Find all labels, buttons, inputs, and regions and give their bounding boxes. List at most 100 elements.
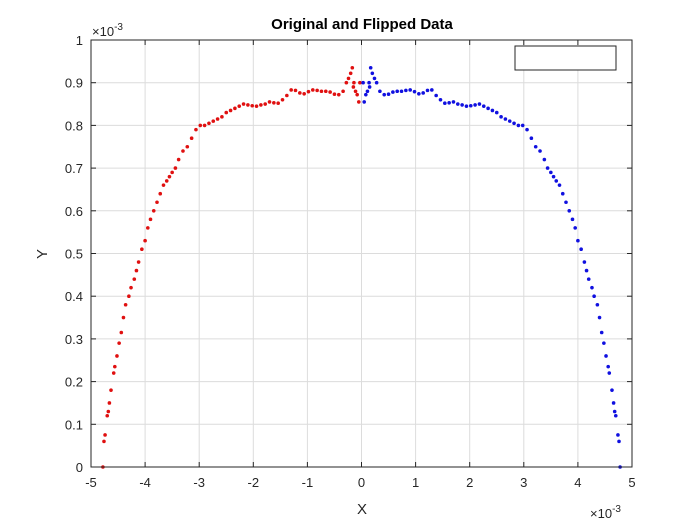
original-data-point	[344, 80, 349, 85]
original-data-point	[167, 174, 172, 179]
flipped-data-point	[473, 103, 477, 107]
original-data-point	[151, 209, 156, 213]
original-data-point	[250, 103, 255, 108]
flipped-data-point	[468, 103, 473, 108]
flipped-data-point	[365, 89, 370, 94]
original-data-point	[285, 93, 289, 98]
original-data-point	[198, 123, 203, 128]
original-data-point	[117, 341, 121, 345]
x-tick-label: -4	[139, 475, 151, 490]
original-data-point	[356, 100, 361, 104]
original-data-point	[346, 76, 351, 81]
flipped-data-point	[576, 238, 580, 243]
flipped-data-point	[455, 102, 460, 106]
original-data-point	[215, 117, 220, 121]
original-data-point	[194, 127, 198, 132]
y-tick-label: 0.5	[65, 247, 83, 262]
x-tick-label: 2	[466, 475, 473, 490]
flipped-data-point	[399, 89, 404, 94]
flipped-data-point	[616, 433, 620, 437]
flipped-data-point	[408, 88, 412, 92]
y-tick-label: 0.2	[65, 375, 83, 390]
flipped-data-point	[503, 117, 508, 121]
x-tick-label: -2	[248, 475, 260, 490]
original-data-point	[136, 260, 141, 264]
legend-box	[514, 45, 617, 71]
original-data-point	[220, 115, 224, 119]
x-tick-label: -1	[302, 475, 314, 490]
flipped-data-point	[584, 268, 589, 273]
x-tick-label: 0	[358, 475, 365, 490]
flipped-data-point	[362, 100, 367, 104]
original-data-point	[173, 166, 178, 170]
flipped-data-point	[451, 100, 456, 104]
original-data-point	[143, 238, 147, 243]
flipped-data-point	[567, 209, 572, 213]
flipped-data-point	[579, 247, 583, 252]
x-tick-label: 5	[628, 475, 635, 490]
original-data-point	[189, 136, 194, 141]
flipped-data-point	[443, 101, 447, 105]
original-data-point	[348, 71, 353, 76]
flipped-data-point	[486, 106, 490, 111]
original-data-point	[127, 294, 131, 299]
original-data-point	[306, 89, 311, 94]
flipped-data-point	[525, 127, 529, 132]
y-tick-label: 0	[76, 460, 83, 475]
original-data-point	[105, 413, 110, 418]
tick-labels: -5 -4 -3 -2 -1 0 1 2 3 4 5 0 0.1 0.2 0.3 0.4 0.5 0.6 0.7 0.…	[65, 33, 636, 490]
original-data-point	[121, 315, 126, 320]
flipped-data-point	[551, 174, 556, 179]
flipped-data-point	[595, 302, 600, 307]
original-data-point	[109, 388, 113, 392]
original-data-point	[119, 330, 124, 335]
original-data-point	[129, 285, 133, 290]
flipped-data-point	[364, 92, 368, 97]
original-data-point	[170, 170, 174, 175]
y-tick-label: 0.7	[65, 161, 83, 176]
flipped-data-point	[610, 388, 614, 392]
flipped-data-point	[391, 90, 395, 94]
original-data-point	[185, 144, 190, 149]
flipped-data-point	[490, 108, 495, 113]
flipped-data-point	[378, 89, 382, 94]
flipped-data-point	[597, 315, 602, 320]
flipped-data-point	[382, 92, 387, 97]
x-axis-label: X	[357, 501, 367, 518]
y-tick-label: 0.1	[65, 417, 83, 432]
original-data-point	[355, 92, 359, 97]
flipped-data-point	[425, 88, 430, 93]
original-data-point	[207, 121, 211, 126]
original-data-point	[352, 80, 356, 85]
original-data-point	[332, 92, 337, 97]
flipped-data-point	[549, 170, 553, 175]
flipped-data-point	[611, 401, 616, 405]
original-data-point	[298, 91, 302, 95]
flipped-data-point	[599, 330, 604, 335]
flipped-data-point	[533, 144, 538, 149]
original-data-point	[254, 104, 259, 108]
flipped-data-point	[590, 285, 594, 290]
flipped-data-point	[545, 166, 550, 170]
flipped-data-point	[464, 104, 469, 108]
flipped-data-point	[529, 136, 534, 141]
flipped-data-point	[612, 409, 617, 414]
original-data-point	[176, 157, 181, 162]
original-data-point	[211, 119, 216, 123]
flipped-data-point	[560, 191, 565, 196]
flipped-data-point	[477, 102, 482, 106]
flipped-data-point	[404, 88, 408, 93]
original-data-point	[132, 277, 137, 281]
original-data-point	[155, 200, 159, 205]
flipped-data-point	[412, 89, 417, 94]
flipped-data-point	[564, 200, 568, 205]
original-data-point	[311, 88, 315, 92]
flipped-data-point	[447, 100, 451, 105]
original-data-point	[315, 88, 319, 93]
flipped-data-point	[516, 123, 521, 128]
flipped-data-point	[570, 217, 575, 222]
flipped-data-point	[606, 364, 610, 369]
original-data-point	[302, 92, 306, 96]
